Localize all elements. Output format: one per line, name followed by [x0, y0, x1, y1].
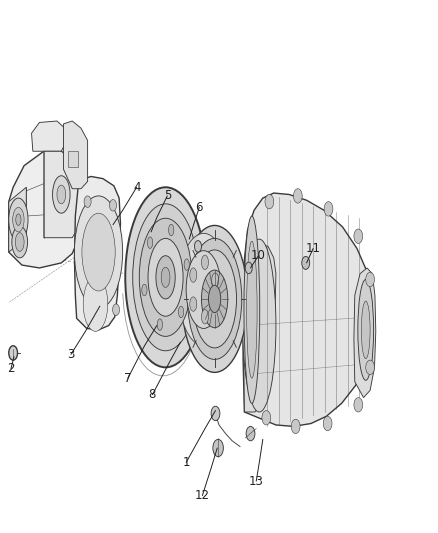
Ellipse shape	[13, 207, 24, 232]
Text: 3: 3	[67, 348, 74, 361]
Ellipse shape	[302, 256, 310, 269]
Text: 12: 12	[195, 489, 210, 502]
Text: 13: 13	[249, 475, 264, 488]
Ellipse shape	[16, 214, 21, 225]
Ellipse shape	[15, 232, 24, 252]
Ellipse shape	[291, 419, 300, 434]
Text: 6: 6	[195, 201, 203, 214]
Ellipse shape	[113, 304, 120, 316]
Ellipse shape	[182, 225, 247, 373]
Ellipse shape	[201, 255, 208, 270]
Ellipse shape	[190, 297, 197, 311]
Ellipse shape	[193, 250, 237, 348]
Ellipse shape	[212, 273, 219, 287]
Ellipse shape	[110, 199, 117, 211]
Ellipse shape	[244, 216, 260, 403]
Polygon shape	[243, 193, 372, 426]
Text: 1: 1	[182, 456, 190, 469]
Ellipse shape	[148, 238, 183, 316]
Polygon shape	[9, 187, 26, 252]
Ellipse shape	[245, 262, 252, 274]
Ellipse shape	[366, 360, 374, 375]
Polygon shape	[68, 151, 78, 167]
Text: 11: 11	[306, 242, 321, 255]
Ellipse shape	[212, 292, 219, 306]
Ellipse shape	[161, 267, 170, 287]
Ellipse shape	[366, 272, 374, 287]
Ellipse shape	[262, 410, 271, 425]
Ellipse shape	[265, 195, 274, 209]
Ellipse shape	[187, 238, 242, 359]
Polygon shape	[243, 244, 276, 412]
Ellipse shape	[354, 398, 363, 412]
Text: 8: 8	[149, 388, 156, 401]
Polygon shape	[354, 268, 376, 398]
Ellipse shape	[83, 277, 108, 332]
Ellipse shape	[208, 285, 221, 312]
Ellipse shape	[178, 306, 184, 318]
Ellipse shape	[211, 406, 220, 421]
Polygon shape	[44, 151, 79, 238]
Ellipse shape	[243, 239, 276, 412]
Ellipse shape	[133, 204, 198, 351]
Ellipse shape	[178, 233, 229, 346]
Ellipse shape	[157, 319, 162, 330]
Ellipse shape	[247, 241, 257, 378]
Ellipse shape	[82, 213, 115, 291]
Ellipse shape	[361, 301, 370, 359]
Ellipse shape	[57, 185, 66, 204]
Ellipse shape	[293, 189, 302, 203]
Ellipse shape	[324, 201, 333, 216]
Ellipse shape	[323, 416, 332, 431]
Polygon shape	[74, 176, 120, 330]
Text: 7: 7	[124, 372, 132, 385]
Polygon shape	[64, 121, 88, 189]
Ellipse shape	[184, 259, 189, 270]
Ellipse shape	[201, 310, 208, 324]
Ellipse shape	[246, 426, 255, 441]
Ellipse shape	[142, 284, 147, 296]
Ellipse shape	[354, 229, 363, 244]
Ellipse shape	[74, 196, 123, 308]
Ellipse shape	[194, 240, 201, 252]
Text: 10: 10	[251, 249, 266, 262]
Text: 2: 2	[7, 362, 15, 375]
Polygon shape	[32, 121, 66, 151]
Ellipse shape	[125, 187, 206, 367]
Ellipse shape	[156, 256, 175, 299]
Ellipse shape	[139, 218, 192, 336]
Ellipse shape	[201, 270, 228, 328]
Text: 4: 4	[133, 181, 141, 194]
Text: 5: 5	[164, 189, 171, 203]
Ellipse shape	[148, 237, 153, 248]
Ellipse shape	[9, 346, 18, 360]
Ellipse shape	[190, 268, 197, 282]
Ellipse shape	[9, 198, 28, 241]
Ellipse shape	[186, 251, 221, 328]
Ellipse shape	[12, 226, 28, 258]
Ellipse shape	[169, 224, 174, 236]
Ellipse shape	[358, 279, 374, 381]
Ellipse shape	[53, 176, 70, 213]
Ellipse shape	[84, 196, 91, 207]
Polygon shape	[9, 151, 79, 268]
Ellipse shape	[213, 439, 223, 457]
